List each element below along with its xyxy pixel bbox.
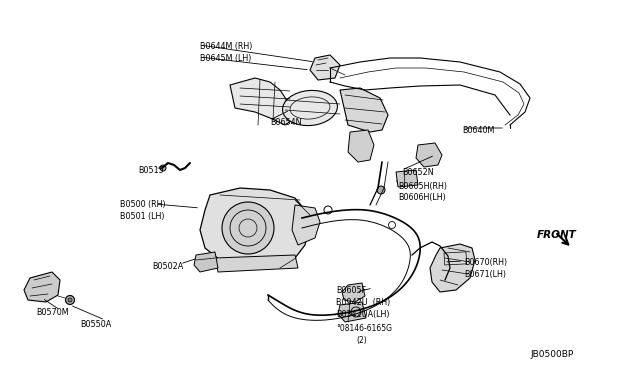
Text: B0550A: B0550A — [80, 320, 111, 329]
Polygon shape — [230, 78, 295, 125]
Polygon shape — [342, 283, 365, 302]
Circle shape — [68, 298, 72, 302]
Polygon shape — [340, 88, 388, 132]
Text: B0644M (RH): B0644M (RH) — [200, 42, 252, 51]
Polygon shape — [200, 188, 310, 268]
Text: B0501 (LH): B0501 (LH) — [120, 212, 164, 221]
Text: B0500 (RH): B0500 (RH) — [120, 200, 166, 209]
Text: B0342UA(LH): B0342UA(LH) — [336, 310, 390, 319]
Polygon shape — [338, 302, 366, 322]
Text: B0515: B0515 — [138, 166, 164, 175]
Text: B0570M: B0570M — [36, 308, 68, 317]
Polygon shape — [292, 205, 320, 245]
Circle shape — [65, 295, 74, 305]
Polygon shape — [396, 170, 418, 187]
Text: B0640M: B0640M — [462, 126, 494, 135]
Bar — [444, 252, 467, 265]
Polygon shape — [215, 255, 298, 272]
Polygon shape — [430, 244, 475, 292]
Polygon shape — [310, 55, 340, 80]
Polygon shape — [194, 252, 218, 272]
Polygon shape — [416, 143, 442, 167]
Text: B0654N: B0654N — [270, 118, 301, 127]
Text: °08146-6165G: °08146-6165G — [336, 324, 392, 333]
Text: B0502A: B0502A — [152, 262, 183, 271]
Circle shape — [160, 165, 166, 171]
Text: FRONT: FRONT — [537, 230, 577, 240]
Text: (2): (2) — [356, 336, 367, 345]
Ellipse shape — [222, 202, 274, 254]
Polygon shape — [24, 272, 60, 302]
Ellipse shape — [283, 90, 337, 126]
Circle shape — [377, 186, 385, 194]
Text: B0645M (LH): B0645M (LH) — [200, 54, 252, 63]
Text: B0606H(LH): B0606H(LH) — [398, 193, 445, 202]
Text: B0670(RH): B0670(RH) — [464, 258, 507, 267]
Text: B0652N: B0652N — [402, 168, 434, 177]
Text: B0605F: B0605F — [336, 286, 366, 295]
Text: B0942U  (RH): B0942U (RH) — [336, 298, 390, 307]
Text: B0671(LH): B0671(LH) — [464, 270, 506, 279]
Text: B0605H(RH): B0605H(RH) — [398, 182, 447, 191]
Polygon shape — [348, 130, 374, 162]
Text: JB0500BP: JB0500BP — [530, 350, 573, 359]
